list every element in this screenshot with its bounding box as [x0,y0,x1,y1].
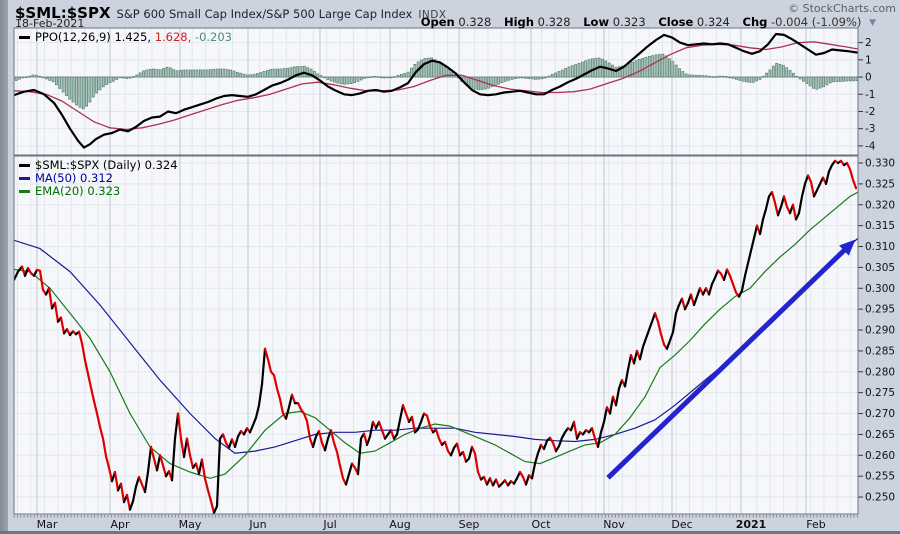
low-value: 0.323 [612,15,646,29]
ma50-legend-row: MA(50) 0.312 [35,171,113,185]
svg-text:0.280: 0.280 [865,366,895,378]
svg-text:-2: -2 [865,106,875,118]
month-label: Apr [110,518,130,531]
svg-text:2: 2 [865,37,872,49]
svg-text:0.320: 0.320 [865,199,895,211]
month-label: Dec [671,518,692,531]
price-plot-area [14,156,858,514]
ppo-signal-value: 1.628, [154,30,192,44]
svg-text:0.265: 0.265 [865,429,895,441]
ppo-histogram [14,53,858,110]
close-value: 0.324 [696,15,730,29]
svg-text:-1: -1 [865,89,875,101]
price-legend-row: $SML:$SPX (Daily) 0.324 [35,158,178,172]
ma50-swatch-icon [19,177,30,180]
month-label: Oct [531,518,551,531]
chart-date: 18-Feb-2021 [15,17,85,30]
close-label: Close [658,15,694,29]
ppo-line-swatch-icon [19,36,30,39]
price-line [14,159,858,514]
month-label: May [179,518,202,531]
copyright-label: © StockCharts.com [788,2,896,15]
month-label: Jun [248,518,266,531]
svg-text:0.300: 0.300 [865,283,895,295]
svg-text:0.255: 0.255 [865,471,895,483]
month-label: Feb [806,518,825,531]
ppo-value: 1.425, [114,30,152,44]
month-label: Sep [459,518,480,531]
window-left-edge [0,0,8,534]
high-value: 0.328 [537,15,571,29]
ppo-series [14,32,858,149]
low-label: Low [583,15,610,29]
quote-summary: Open 0.328 High 0.328 Low 0.323 Close 0.… [421,15,876,29]
price-y-axis: 0.330 0.325 0.320 0.315 0.310 0.305 0.300 0.295… [858,158,895,504]
chg-value: -0.004 (-1.09%) [771,15,862,29]
ppo-legend-label: PPO(12,26,9) [35,30,111,44]
ema20-legend-row: EMA(20) 0.323 [35,184,121,198]
svg-text:0.275: 0.275 [865,387,895,399]
svg-text:0: 0 [865,72,872,84]
open-label: Open [420,15,455,29]
price-legend: $SML:$SPX (Daily) 0.324 MA(50) 0.312 EMA… [19,159,178,198]
svg-text:0.330: 0.330 [865,158,895,170]
month-label: 2021 [736,518,767,531]
open-value: 0.328 [458,15,492,29]
trend-arrow [606,239,856,480]
svg-text:0.250: 0.250 [865,492,895,504]
exchange-label: INDX [418,9,447,21]
month-label: Jul [322,518,336,531]
symbol-description: S&P 600 Small Cap Index/S&P 500 Large Ca… [116,7,413,21]
price-grid [14,156,858,514]
chart-header: $SML:$SPX S&P 600 Small Cap Index/S&P 500… [15,3,447,22]
svg-text:0.315: 0.315 [865,220,895,232]
month-label: Aug [389,518,410,531]
svg-text:0.325: 0.325 [865,178,895,190]
month-label: Mar [37,518,58,531]
ppo-plot-area [14,28,858,155]
x-axis: Mar Apr May Jun Jul Aug Sep Oct Nov Dec 2021 Feb [13,515,858,531]
ema20-swatch-icon [19,190,30,193]
svg-text:0.270: 0.270 [865,408,895,420]
symbol-title: $SML:$SPX [15,4,111,22]
svg-text:0.295: 0.295 [865,304,895,316]
month-label: Nov [603,518,625,531]
price-panel-border [13,155,859,515]
svg-text:-4: -4 [865,140,876,152]
svg-text:0.305: 0.305 [865,262,895,274]
svg-text:-3: -3 [865,123,875,135]
ppo-hist-value: -0.203 [194,30,232,44]
high-label: High [503,15,534,29]
window-bottom-edge [0,531,900,534]
ppo-line [14,32,858,149]
svg-text:0.285: 0.285 [865,345,895,357]
price-series [14,159,858,514]
svg-text:1: 1 [865,54,872,66]
change-down-triangle-icon: ▼ [869,18,876,28]
price-line-swatch-icon [19,164,30,167]
ppo-legend: PPO(12,26,9) 1.425, 1.628, -0.203 [19,31,232,44]
ppo-y-axis: 2 1 0 -1 -2 -3 -4 [858,37,876,152]
svg-text:0.290: 0.290 [865,325,895,337]
svg-text:0.260: 0.260 [865,450,895,462]
chg-label: Chg [742,15,768,29]
ppo-panel-border [13,27,859,156]
svg-text:0.310: 0.310 [865,241,895,253]
